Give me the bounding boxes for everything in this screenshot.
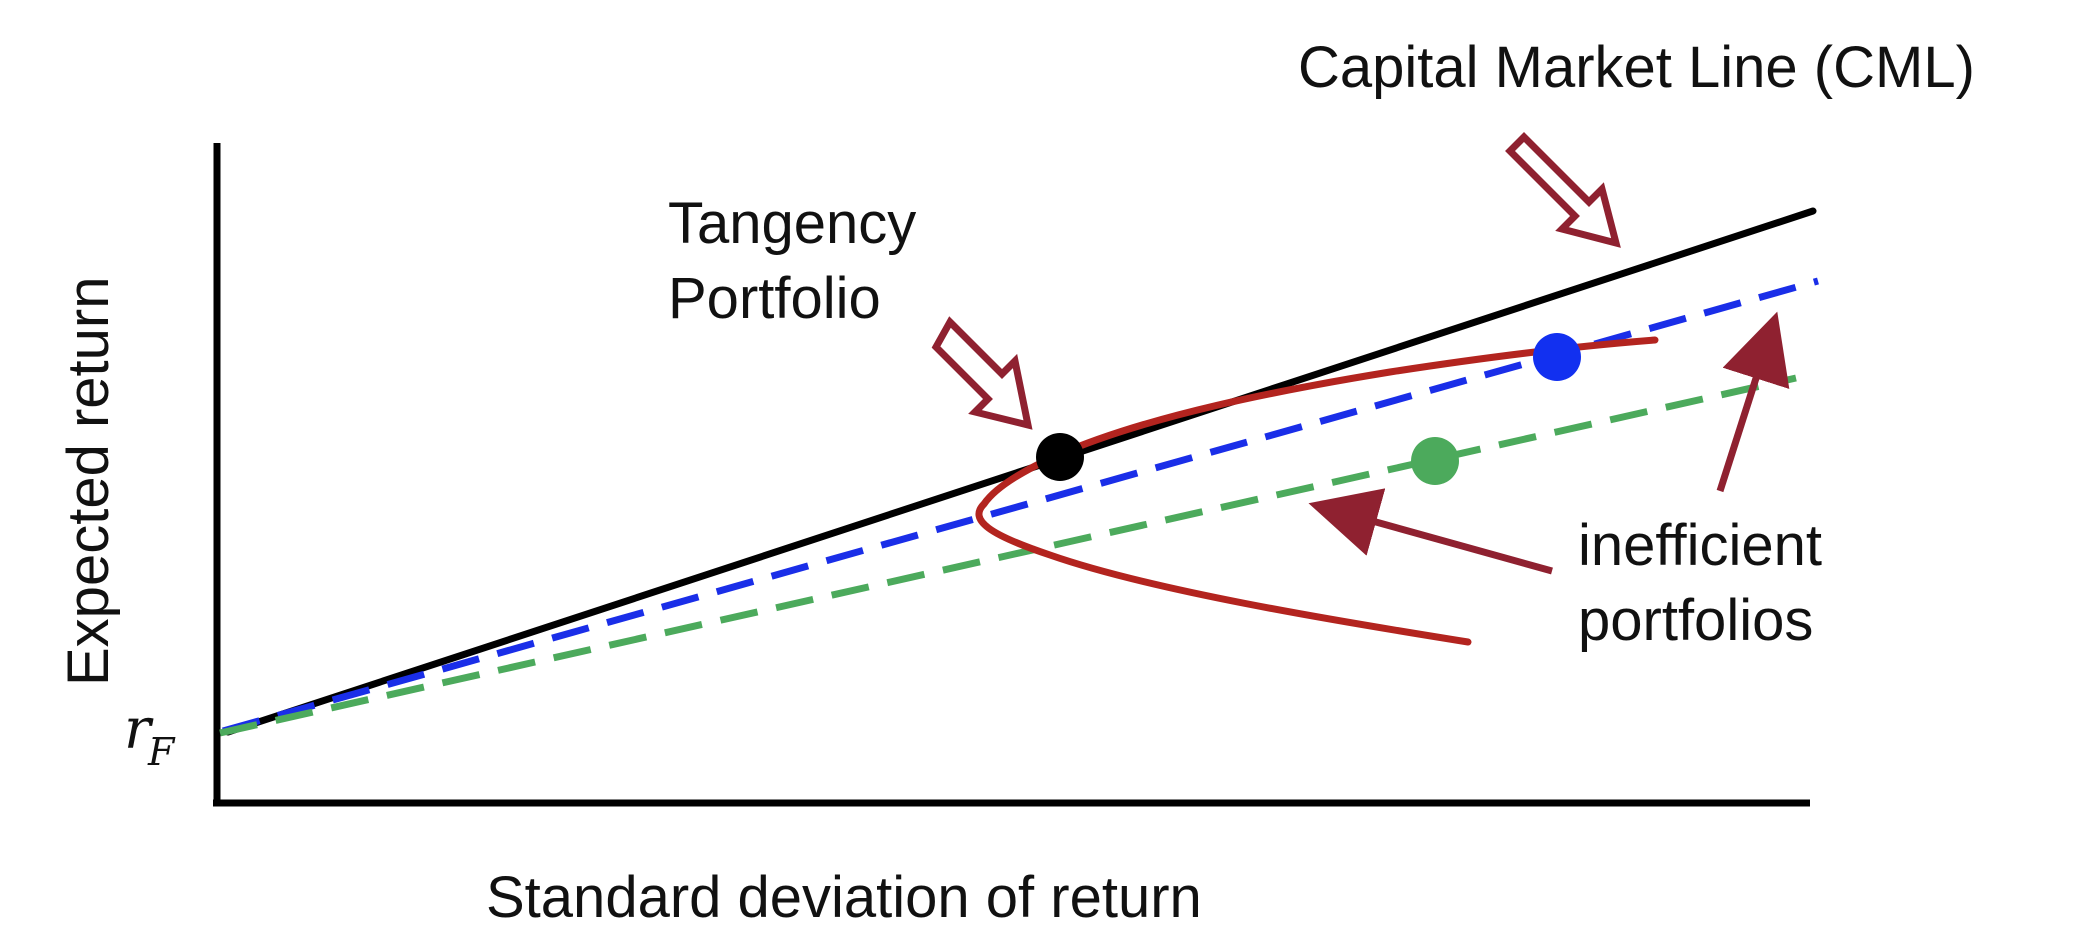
- inefficient-pointer-arrow-icon-green: [1308, 488, 1553, 575]
- tangency-label-line1: Tangency: [668, 191, 916, 256]
- risk-free-rate-label: r: [124, 697, 154, 762]
- green-dashed-line: [219, 374, 1797, 737]
- tangency-label-line2: Portfolio: [668, 266, 881, 331]
- tangency-portfolio-point: [1036, 433, 1084, 481]
- cml-pointer-hollow-arrow-icon: [1505, 132, 1621, 248]
- green-portfolio-point: [1411, 437, 1459, 485]
- tangency-pointer-hollow-arrow-icon: [931, 316, 1033, 430]
- blue-portfolio-point: [1533, 333, 1581, 381]
- efficient-frontier-curve: [975, 336, 1659, 646]
- inefficient-label-line2: portfolios: [1578, 588, 1813, 653]
- y-axis-label: Expected return: [56, 277, 121, 686]
- inefficient-pointer-arrow-icon-blue: [1716, 311, 1790, 493]
- x-axis-label: Standard deviation of return: [486, 865, 1202, 930]
- inefficient-label-line1: inefficient: [1578, 513, 1822, 578]
- risk-free-rate-subscript: F: [147, 730, 176, 774]
- cml-label: Capital Market Line (CML): [1298, 35, 1975, 100]
